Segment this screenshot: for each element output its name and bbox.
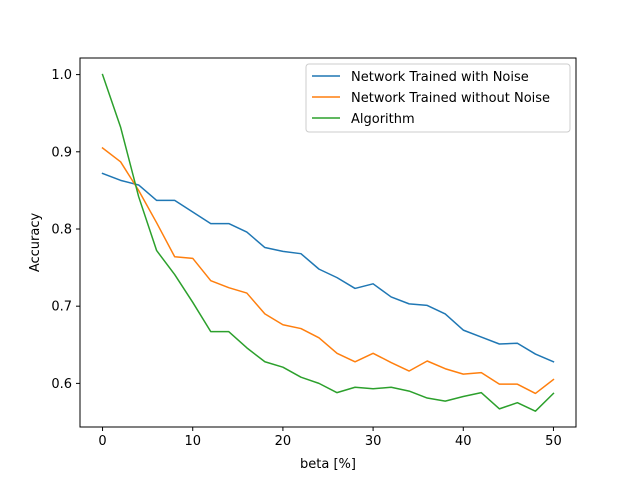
- y-axis: 0.6 0.7 0.8 0.9 1.0: [51, 68, 80, 392]
- y-tick-label: 0.7: [51, 300, 72, 315]
- series-line-1: [101, 172, 555, 363]
- series-line-3: [101, 73, 555, 412]
- legend-label-3: Algorithm: [351, 112, 415, 127]
- legend-box: [305, 63, 571, 133]
- x-axis-label: beta [%]: [300, 457, 356, 472]
- y-tick-label: 1.0: [51, 68, 72, 83]
- x-tick-label: 40: [455, 434, 472, 449]
- x-tick-label: 10: [184, 434, 201, 449]
- x-tick-label: 20: [275, 434, 292, 449]
- x-tick-label: 30: [365, 434, 382, 449]
- x-axis: 0 10 20 30 40 50: [98, 427, 562, 449]
- legend-label-2: Network Trained without Noise: [351, 91, 550, 106]
- legend-label-1: Network Trained with Noise: [351, 70, 529, 85]
- plot-frame: [79, 57, 577, 428]
- y-tick-label: 0.9: [51, 145, 72, 160]
- x-tick-label: 50: [545, 434, 562, 449]
- series-line-2: [101, 146, 555, 395]
- y-tick-label: 0.6: [51, 377, 72, 392]
- series-layer: [101, 73, 555, 412]
- y-tick-label: 0.8: [51, 222, 72, 237]
- x-tick-label: 0: [98, 434, 106, 449]
- legend: Network Trained with Noise Network Traine…: [305, 63, 571, 133]
- y-axis-label: Accuracy: [28, 213, 43, 273]
